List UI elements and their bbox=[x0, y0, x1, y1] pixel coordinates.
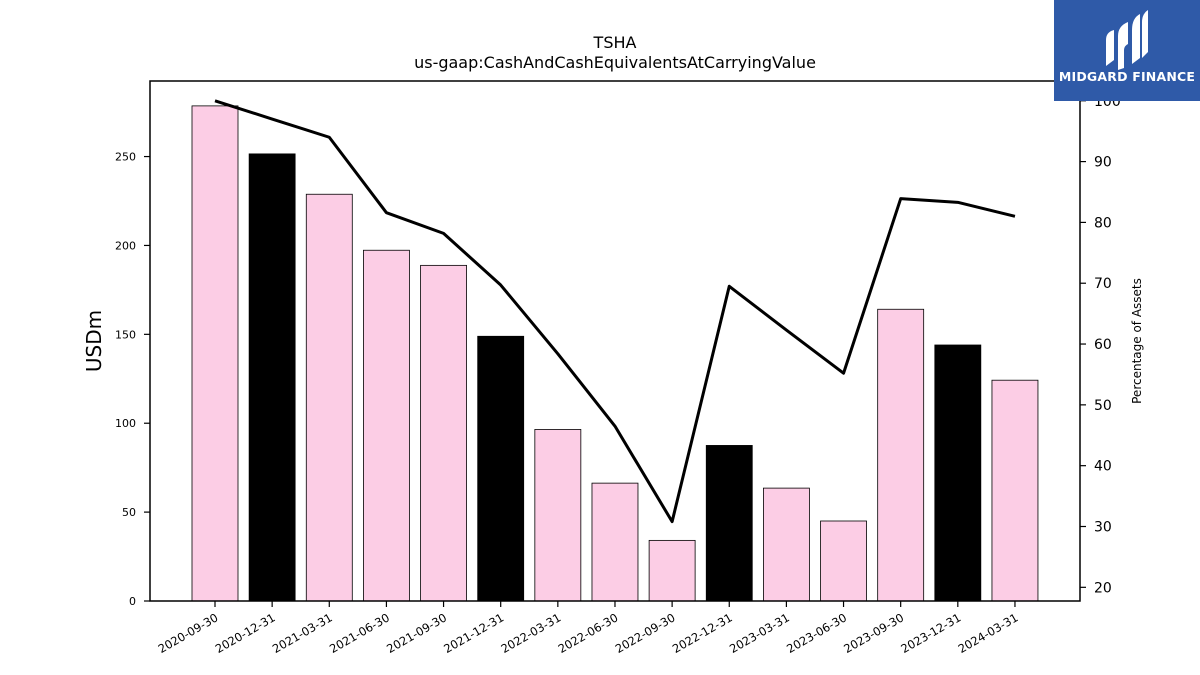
bar-2020-09-30 bbox=[191, 105, 239, 602]
x-tick-label: 2021-09-30 bbox=[384, 610, 449, 656]
bar-2022-12-31 bbox=[705, 445, 753, 602]
y-tick-label: 150 bbox=[115, 328, 136, 341]
y2-axis-label: Percentage of Assets bbox=[1130, 278, 1144, 404]
chart-subtitle: us-gaap:CashAndCashEquivalentsAtCarrying… bbox=[414, 53, 816, 72]
y2-tick-label: 30 bbox=[1094, 519, 1112, 535]
y2-tick-label: 70 bbox=[1094, 276, 1112, 292]
x-tick-label: 2023-03-31 bbox=[727, 610, 792, 656]
y-tick-label: 50 bbox=[122, 506, 136, 519]
x-tick-label: 2023-06-30 bbox=[784, 610, 849, 656]
x-tick-label: 2022-09-30 bbox=[613, 610, 678, 656]
x-tick-label: 2023-09-30 bbox=[841, 610, 906, 656]
x-tick-label: 2022-12-31 bbox=[670, 610, 735, 656]
x-tick-label: 2022-06-30 bbox=[556, 610, 621, 656]
y-axis-label: USDm bbox=[82, 310, 106, 372]
y-tick-label: 100 bbox=[115, 417, 136, 430]
bar-2021-12-31 bbox=[477, 335, 525, 602]
bar-2020-12-31 bbox=[248, 153, 296, 602]
chart-title: TSHA bbox=[593, 33, 637, 52]
x-tick-label: 2021-06-30 bbox=[327, 610, 392, 656]
line-group bbox=[214, 99, 1016, 524]
bar-group bbox=[191, 105, 1039, 602]
y2-tick-label: 40 bbox=[1094, 459, 1112, 475]
x-tick-label: 2020-12-31 bbox=[213, 610, 278, 656]
bar-2022-03-31 bbox=[534, 429, 582, 602]
y2-tick-label: 50 bbox=[1094, 398, 1112, 414]
bar-2023-06-30 bbox=[820, 520, 867, 602]
y2-tick-label: 90 bbox=[1094, 155, 1112, 171]
y2-tick-label: 60 bbox=[1094, 337, 1112, 353]
y-axis: 0 50 100 150 200 250 bbox=[115, 151, 150, 608]
logo-text: MIDGARD FINANCE bbox=[1058, 69, 1196, 84]
x-axis: 2020-09-302020-12-312021-03-312021-06-30… bbox=[156, 601, 1021, 656]
midgard-logo: MIDGARD FINANCE bbox=[1054, 0, 1200, 101]
bar-2021-03-31 bbox=[305, 193, 353, 602]
x-tick-label: 2024-03-31 bbox=[956, 610, 1021, 656]
x-tick-label: 2021-03-31 bbox=[270, 610, 335, 656]
bar-2023-03-31 bbox=[763, 487, 810, 602]
y-tick-label: 250 bbox=[115, 151, 136, 164]
bar-2023-09-30 bbox=[877, 308, 925, 602]
x-tick-label: 2023-12-31 bbox=[898, 610, 963, 656]
bar-2021-06-30 bbox=[363, 249, 410, 602]
bar-2022-06-30 bbox=[591, 482, 639, 602]
y-tick-label: 0 bbox=[129, 595, 136, 608]
x-tick-label: 2020-09-30 bbox=[156, 610, 221, 656]
y-tick-label: 200 bbox=[115, 239, 136, 252]
midgard-logo-icon bbox=[1106, 10, 1148, 70]
x-tick-label: 2022-03-31 bbox=[498, 610, 563, 656]
percentage-line bbox=[214, 99, 1016, 524]
bar-2024-03-31 bbox=[991, 379, 1039, 602]
y2-tick-label: 80 bbox=[1094, 215, 1112, 231]
y2-tick-label: 20 bbox=[1094, 580, 1112, 596]
bar-2022-09-30 bbox=[648, 539, 696, 602]
bar-2023-12-31 bbox=[934, 344, 982, 602]
x-tick-label: 2021-12-31 bbox=[441, 610, 506, 656]
bar-2021-09-30 bbox=[420, 264, 467, 602]
